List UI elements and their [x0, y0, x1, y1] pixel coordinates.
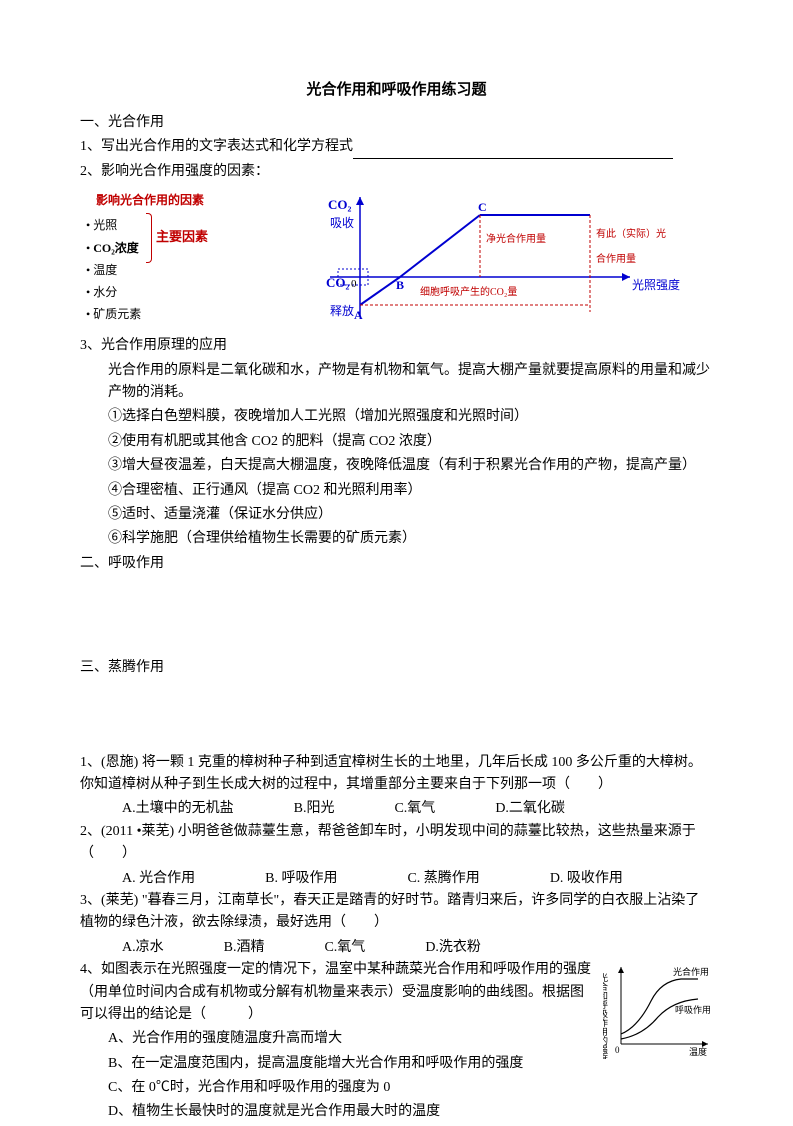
svg-text:C: C: [478, 200, 487, 214]
opt-c: C. 蒸腾作用: [407, 868, 479, 890]
factor-item: 温度: [86, 261, 280, 280]
section3-heading: 三、蒸腾作用: [80, 657, 713, 679]
svg-text:B: B: [396, 278, 404, 292]
bracket-group: 主要因素: [146, 213, 208, 263]
opt-d: D. 吸收作用: [550, 868, 623, 890]
svg-text:光合作用: 光合作用: [673, 966, 709, 977]
main-factor-label: 主要因素: [156, 229, 208, 244]
q2-line: 2、影响光合作用强度的因素：: [80, 161, 713, 183]
factors-box: 影响光合作用的因素 光照 CO₂浓度 温度 水分 矿质元素 主要因素: [80, 187, 280, 327]
factors-title: 影响光合作用的因素: [96, 191, 280, 210]
mcq1-stem: 1、(恩施) 将一颗 1 克重的樟树种子种到适宜樟树生长的土地里，几年后长成 1…: [80, 752, 713, 797]
svg-text:光照强度: 光照强度: [632, 277, 680, 292]
mcq4-c: C、在 0℃时，光合作用和呼吸作用的强度为 0: [80, 1077, 595, 1099]
svg-text:CO₂: CO₂: [326, 275, 350, 290]
mcq4-d: D、植物生长最快时的温度就是光合作用最大时的温度: [80, 1101, 595, 1123]
opt-c: C.氧气: [324, 937, 365, 959]
mcq4-a: A、光合作用的强度随温度升高而增大: [80, 1028, 595, 1050]
mcq2-stem: 2、(2011 •莱芜) 小明爸爸做蒜薹生意，帮爸爸卸车时，小明发现中间的蒜薹比…: [80, 821, 713, 866]
svg-text:光合和呼吸作用的强度: 光合和呼吸作用的强度: [603, 972, 608, 1059]
svg-text:温度: 温度: [689, 1046, 707, 1057]
svg-text:合作用量: 合作用量: [596, 252, 636, 265]
svg-text:呼吸作用: 呼吸作用: [675, 1004, 711, 1015]
svg-text:细胞呼吸产生的CO₂量: 细胞呼吸产生的CO₂量: [420, 285, 517, 298]
blank-underline: [353, 145, 673, 159]
chart-svg: CO₂ 吸收 CO₂ 释放 0 B C A 光照强度 净光合作用量 细胞呼吸产生…: [300, 187, 680, 327]
mcq3-stem: 3、(莱芜) "暮春三月，江南草长"，春天正是踏青的好时节。踏青归来后，许多同学…: [80, 890, 713, 935]
page-title: 光合作用和呼吸作用练习题: [80, 78, 713, 102]
opt-a: A. 光合作用: [122, 868, 195, 890]
svg-text:有此（实际）光: 有此（实际）光: [596, 227, 666, 240]
q3-p1: 光合作用的原料是二氧化碳和水，产物是有机物和氧气。提高大棚产量就要提高原料的用量…: [80, 360, 713, 405]
q3-i1: ①选择白色塑料膜，夜晚增加人工光照（增加光照强度和光照时间）: [80, 406, 713, 428]
opt-a: A.凉水: [122, 937, 164, 959]
mcq2-options: A. 光合作用 B. 呼吸作用 C. 蒸腾作用 D. 吸收作用: [80, 868, 713, 890]
opt-b: B. 呼吸作用: [265, 868, 337, 890]
mcq4-row: 4、如图表示在光照强度一定的情况下，温室中某种蔬菜光合作用和呼吸作用的强度（用单…: [80, 959, 713, 1126]
q3-i3: ③增大昼夜温差，白天提高大棚温度，夜晚降低温度（有利于积累光合作用的产物，提高产…: [80, 455, 713, 477]
svg-text:释放: 释放: [330, 303, 354, 318]
svg-text:0: 0: [615, 1045, 620, 1055]
mcq4-b: B、在一定温度范围内，提高温度能增大光合作用和呼吸作用的强度: [80, 1053, 595, 1075]
svg-text:A: A: [354, 308, 363, 322]
mcq4-chart: 光合作用 呼吸作用 0 温度 光合和呼吸作用的强度: [603, 959, 713, 1059]
opt-b: B.阳光: [294, 798, 335, 820]
opt-c: C.氧气: [394, 798, 435, 820]
factor-item: 水分: [86, 283, 280, 302]
q3-head: 3、光合作用原理的应用: [80, 335, 713, 357]
light-intensity-chart: CO₂ 吸收 CO₂ 释放 0 B C A 光照强度 净光合作用量 细胞呼吸产生…: [300, 187, 680, 327]
q3-i2: ②使用有机肥或其他含 CO2 的肥料（提高 CO2 浓度）: [80, 431, 713, 453]
q3-i6: ⑥科学施肥（合理供给植物生长需要的矿质元素）: [80, 528, 713, 550]
q3-i4: ④合理密植、正行通风（提高 CO2 和光照利用率）: [80, 480, 713, 502]
factor-item: 矿质元素: [86, 305, 280, 324]
svg-text:CO₂: CO₂: [328, 197, 352, 212]
section2-heading: 二、呼吸作用: [80, 553, 713, 575]
opt-d: D.洗衣粉: [425, 937, 481, 959]
svg-text:0: 0: [351, 278, 357, 290]
svg-text:净光合作用量: 净光合作用量: [486, 232, 546, 245]
opt-a: A.土壤中的无机盐: [122, 798, 234, 820]
q3-i5: ⑤适时、适量浇灌（保证水分供应）: [80, 504, 713, 526]
mcq4-stem: 4、如图表示在光照强度一定的情况下，温室中某种蔬菜光合作用和呼吸作用的强度（用单…: [80, 959, 595, 1026]
q1-line: 1、写出光合作用的文字表达式和化学方程式: [80, 136, 713, 158]
svg-text:吸收: 吸收: [330, 216, 354, 230]
mcq3-options: A.凉水 B.酒精 C.氧气 D.洗衣粉: [80, 937, 713, 959]
section1-heading: 一、光合作用: [80, 112, 713, 134]
mcq1-options: A.土壤中的无机盐 B.阳光 C.氧气 D.二氧化碳: [80, 798, 713, 820]
q1-text: 1、写出光合作用的文字表达式和化学方程式: [80, 139, 353, 154]
opt-b: B.酒精: [224, 937, 265, 959]
opt-d: D.二氧化碳: [495, 798, 565, 820]
factors-and-chart-row: 影响光合作用的因素 光照 CO₂浓度 温度 水分 矿质元素 主要因素: [80, 187, 713, 327]
